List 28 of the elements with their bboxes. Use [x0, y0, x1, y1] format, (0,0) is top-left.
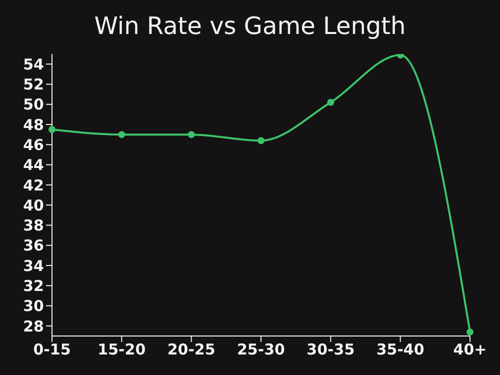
- y-tick-label: 48: [23, 116, 44, 134]
- chart-title: Win Rate vs Game Length: [93, 12, 407, 40]
- y-tick-label: 52: [23, 76, 44, 94]
- x-tick-label: 20-25: [167, 340, 216, 359]
- y-tick-label: 34: [23, 256, 44, 275]
- y-tick-label: 30: [23, 297, 44, 316]
- y-tick-label: 38: [23, 216, 44, 235]
- y-tick-label: 40: [23, 196, 44, 214]
- y-tick-label: 46: [23, 136, 44, 154]
- x-tick-label: 15-20: [98, 340, 146, 359]
- y-tick-label: 32: [23, 276, 44, 295]
- x-tick-label: 0-15: [33, 340, 71, 359]
- y-tick-label: 50: [23, 96, 44, 114]
- x-tick-label: 35-40: [376, 340, 424, 359]
- x-tick-label: 30-35: [306, 340, 355, 359]
- y-tick-label: 36: [23, 236, 44, 255]
- point: [258, 137, 264, 144]
- point: [188, 131, 195, 138]
- y-tick-label: 42: [23, 176, 44, 194]
- point: [466, 328, 474, 336]
- x-tick-label: 40+: [453, 340, 487, 359]
- y-tick-label: 44: [23, 156, 44, 174]
- point: [48, 126, 56, 134]
- y-tick-label: 54: [23, 55, 44, 74]
- point: [327, 98, 334, 106]
- y-tick-label: 28: [23, 317, 44, 336]
- x-tick-label: 25-30: [237, 340, 285, 359]
- point: [118, 131, 126, 138]
